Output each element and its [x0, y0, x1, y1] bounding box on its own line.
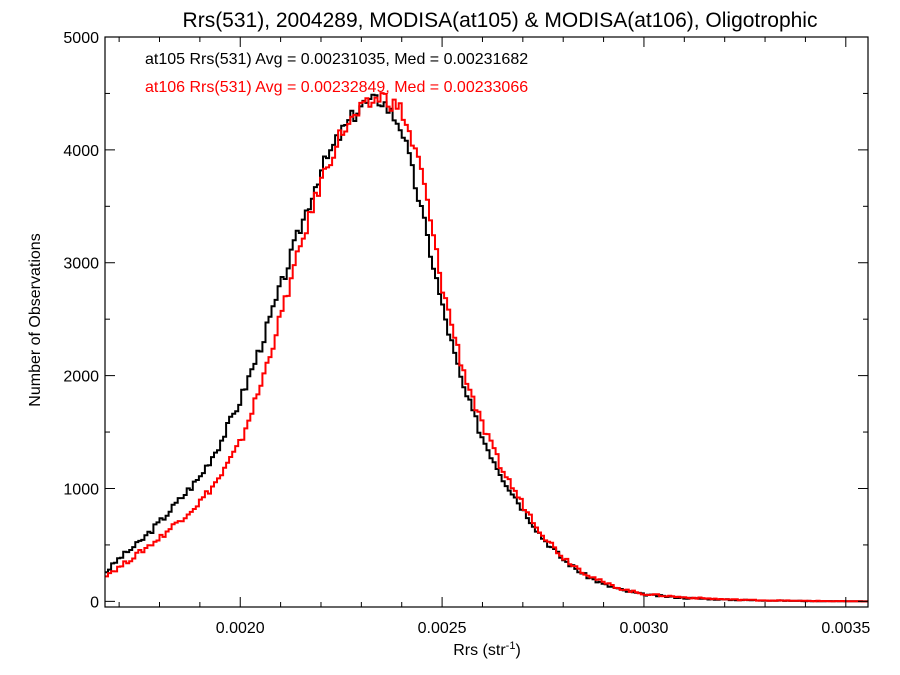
x-axis-label-text: Rrs (str: [453, 642, 506, 659]
y-axis-ticks: 0 1000 2000 3000 4000 5000: [63, 30, 868, 611]
y-tick-label: 1000: [63, 481, 99, 498]
x-tick-label: 0.0025: [418, 620, 467, 637]
x-tick-label: 0.0035: [821, 620, 870, 637]
series-line-1: [105, 92, 868, 603]
x-axis-ticks: 0.0020 0.0025 0.0030 0.0035: [118, 37, 870, 637]
x-axis-label-superscript: -1: [506, 640, 516, 652]
y-axis-label: Number of Observations: [27, 233, 44, 406]
series-line-0: [105, 93, 868, 603]
x-axis-label-close: ): [515, 642, 520, 659]
x-tick-label: 0.0020: [216, 620, 265, 637]
x-axis-label: Rrs (str-1): [453, 640, 521, 659]
chart-title: Rrs(531), 2004289, MODISA(at105) & MODIS…: [183, 9, 818, 32]
series-layer: [105, 92, 868, 603]
annotation-1: at106 Rrs(531) Avg = 0.00232849, Med = 0…: [145, 79, 528, 96]
y-tick-label: 0: [90, 594, 99, 611]
annotation-0: at105 Rrs(531) Avg = 0.00231035, Med = 0…: [145, 51, 528, 68]
y-tick-label: 5000: [63, 30, 99, 47]
y-tick-label: 3000: [63, 256, 99, 273]
y-tick-label: 4000: [63, 143, 99, 160]
x-tick-label: 0.0030: [619, 620, 668, 637]
y-tick-label: 2000: [63, 369, 99, 386]
plot-frame: [104, 36, 869, 608]
annotation-layer: at105 Rrs(531) Avg = 0.00231035, Med = 0…: [145, 51, 528, 96]
